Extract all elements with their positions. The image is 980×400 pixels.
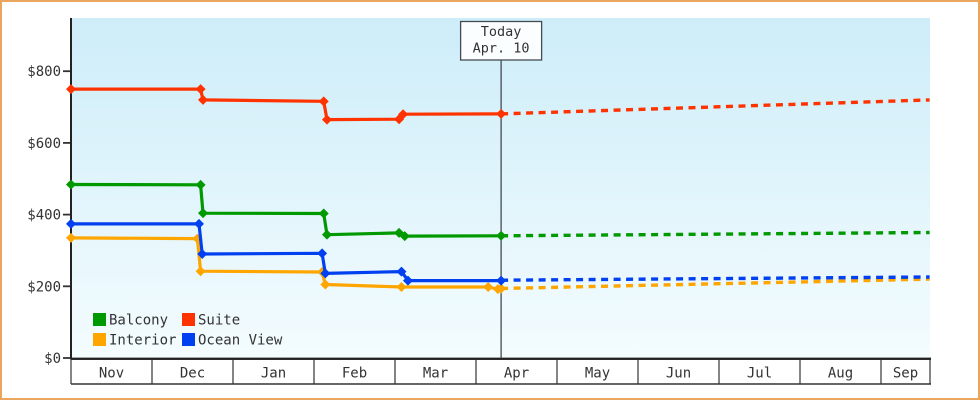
balcony-projection-line <box>501 230 930 238</box>
x-axis-month-label: Dec <box>180 366 205 382</box>
today-label: Today <box>481 24 522 40</box>
legend-swatch-ocean-view <box>182 333 195 346</box>
y-axis-tick-label: $0 <box>44 351 61 367</box>
today-marker-box: Today Apr. 10 <box>459 20 543 61</box>
x-axis-month-band: Nov Dec Jan Feb Mar Apr May Jun Jul Aug Sep <box>70 358 931 385</box>
y-axis-tick-label: $400 <box>27 208 61 224</box>
ocean-view-projection-line <box>501 275 930 282</box>
x-axis-month-label: Apr <box>504 366 529 382</box>
interior-projection-line <box>501 277 930 291</box>
x-axis-month-label: May <box>585 366 610 382</box>
today-date-label: Apr. 10 <box>473 41 530 57</box>
legend-label-interior: Interior <box>109 333 176 349</box>
legend-swatch-balcony <box>93 313 106 326</box>
x-axis-month-label: Nov <box>99 366 124 382</box>
x-axis-month-label: Mar <box>423 366 448 382</box>
x-axis-month-label: Feb <box>342 366 367 382</box>
legend: Balcony Suite Interior Ocean View <box>93 313 283 349</box>
y-axis-tick-label: $800 <box>27 64 61 80</box>
x-axis-month-label: Jul <box>747 366 772 382</box>
x-axis-month-label: Jun <box>666 366 691 382</box>
series-layer <box>66 84 930 295</box>
x-axis-month-label: Jan <box>261 366 286 382</box>
legend-swatch-suite <box>182 313 195 326</box>
suite-projection-line <box>501 98 930 116</box>
y-axis-ticks: $800 $600 $400 $200 $0 <box>27 64 71 367</box>
legend-swatch-interior <box>93 333 106 346</box>
legend-label-balcony: Balcony <box>109 313 168 329</box>
legend-label-suite: Suite <box>198 313 240 329</box>
today-box-background <box>459 20 543 61</box>
legend-label-ocean-view: Ocean View <box>198 333 283 349</box>
y-axis-tick-label: $200 <box>27 279 61 295</box>
x-axis-month-label: Sep <box>893 366 918 382</box>
x-axis-month-label: Aug <box>828 366 853 382</box>
y-axis-tick-label: $600 <box>27 136 61 152</box>
